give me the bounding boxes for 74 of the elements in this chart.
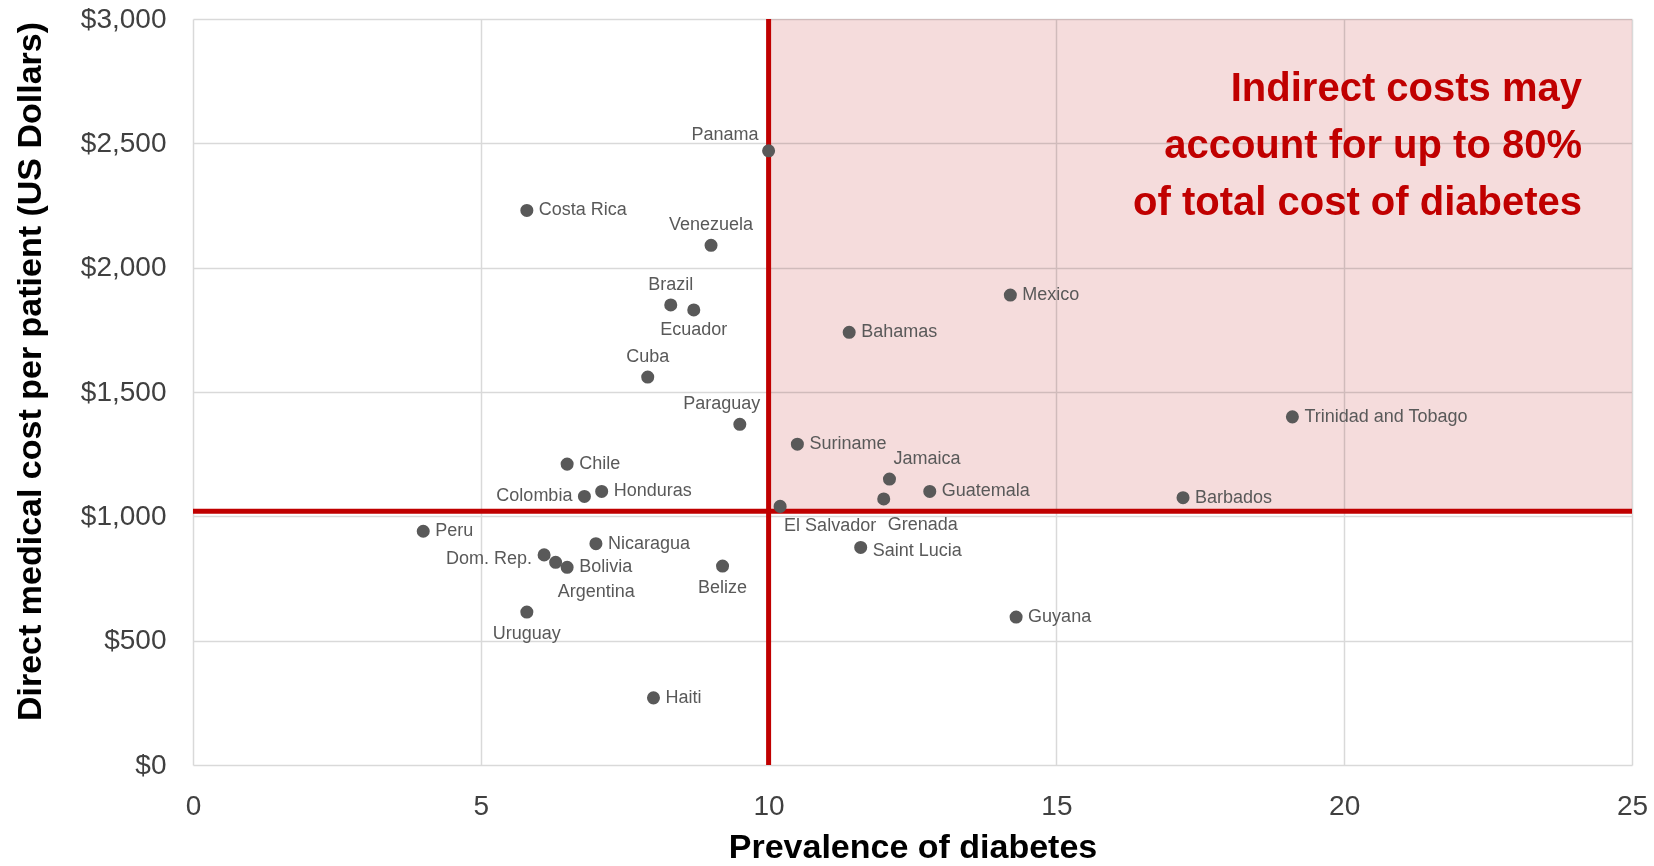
annotation: Grenada: [887, 513, 959, 534]
point: [1009, 610, 1023, 624]
y-tick-label: $500: [104, 624, 167, 656]
point: [790, 437, 804, 451]
point: [1003, 288, 1017, 302]
point: [923, 484, 937, 498]
point: [1285, 410, 1299, 424]
x-tick-label: 0: [185, 789, 202, 821]
annotation: Saint Lucia: [872, 540, 963, 561]
band-label: Indirect costs may account for up to 80% of total cost of diabetes: [1133, 65, 1583, 223]
point: [641, 370, 655, 384]
annotation: Argentina: [557, 581, 636, 602]
point: [560, 457, 574, 471]
annotation: Belize: [698, 577, 748, 598]
point: [842, 325, 856, 339]
annotation: Guatemala: [941, 480, 1031, 501]
annotation: Uruguay: [492, 623, 561, 644]
annotation: Ecuador: [660, 318, 728, 339]
point: [577, 489, 591, 503]
annotation: Chile: [579, 453, 621, 474]
x-axis-title: Prevalence of diabetes: [728, 826, 1098, 865]
annotation: Bolivia: [579, 556, 634, 577]
x-tick-label: 25: [1616, 789, 1649, 821]
point: [762, 144, 776, 158]
annotation: Panama: [691, 123, 760, 144]
point: [854, 540, 868, 554]
annotation: Guyana: [1028, 606, 1093, 627]
y-axis-title: Direct medical cost per patient (US Dollars): [9, 21, 48, 722]
point: [716, 559, 730, 573]
y-tick-label: $1,000: [80, 499, 167, 531]
y-tick-label: $0: [135, 748, 167, 780]
point: [560, 560, 574, 574]
point: [549, 555, 563, 569]
y-tick-label: $3,000: [80, 2, 167, 34]
y-tick-label: $1,500: [80, 375, 167, 407]
annotation: Dom. Rep.: [446, 547, 533, 568]
point: [704, 238, 718, 252]
annotation: Colombia: [496, 485, 574, 506]
annotation: Haiti: [665, 686, 702, 707]
annotation: Suriname: [809, 433, 887, 454]
annotation: Nicaragua: [607, 532, 691, 553]
point: [646, 691, 660, 705]
y-tick-label: $2,500: [80, 126, 167, 158]
annotation: Bahamas: [861, 321, 938, 342]
point: [773, 499, 787, 513]
y-tick-label: $2,000: [80, 251, 167, 283]
annotation: Mexico: [1022, 284, 1080, 305]
point: [416, 524, 430, 538]
x-tick-label: 10: [753, 789, 785, 821]
point: [595, 484, 609, 498]
annotation: Peru: [435, 520, 474, 541]
point: [520, 203, 534, 217]
annotation: Brazil: [648, 273, 694, 294]
annotation: Paraguay: [683, 393, 761, 414]
point: [882, 472, 896, 486]
x-tick-label: 20: [1329, 789, 1361, 821]
point: [589, 537, 603, 551]
point: [520, 605, 534, 619]
point: [687, 303, 701, 317]
point: [877, 492, 891, 506]
annotation: Costa Rica: [538, 199, 628, 220]
annotation: Jamaica: [893, 448, 962, 469]
point: [537, 548, 551, 562]
annotation: Trinidad and Tobago: [1304, 405, 1468, 426]
point: [1176, 491, 1190, 505]
annotation: Honduras: [613, 480, 692, 501]
annotation: Barbados: [1195, 486, 1273, 507]
annotation: Cuba: [626, 346, 671, 367]
point: [733, 417, 747, 431]
x-tick-label: 15: [1041, 789, 1073, 821]
annotation: Venezuela: [669, 214, 755, 235]
point: [664, 298, 678, 312]
x-tick-label: 5: [473, 789, 490, 821]
annotation: El Salvador: [784, 515, 877, 536]
